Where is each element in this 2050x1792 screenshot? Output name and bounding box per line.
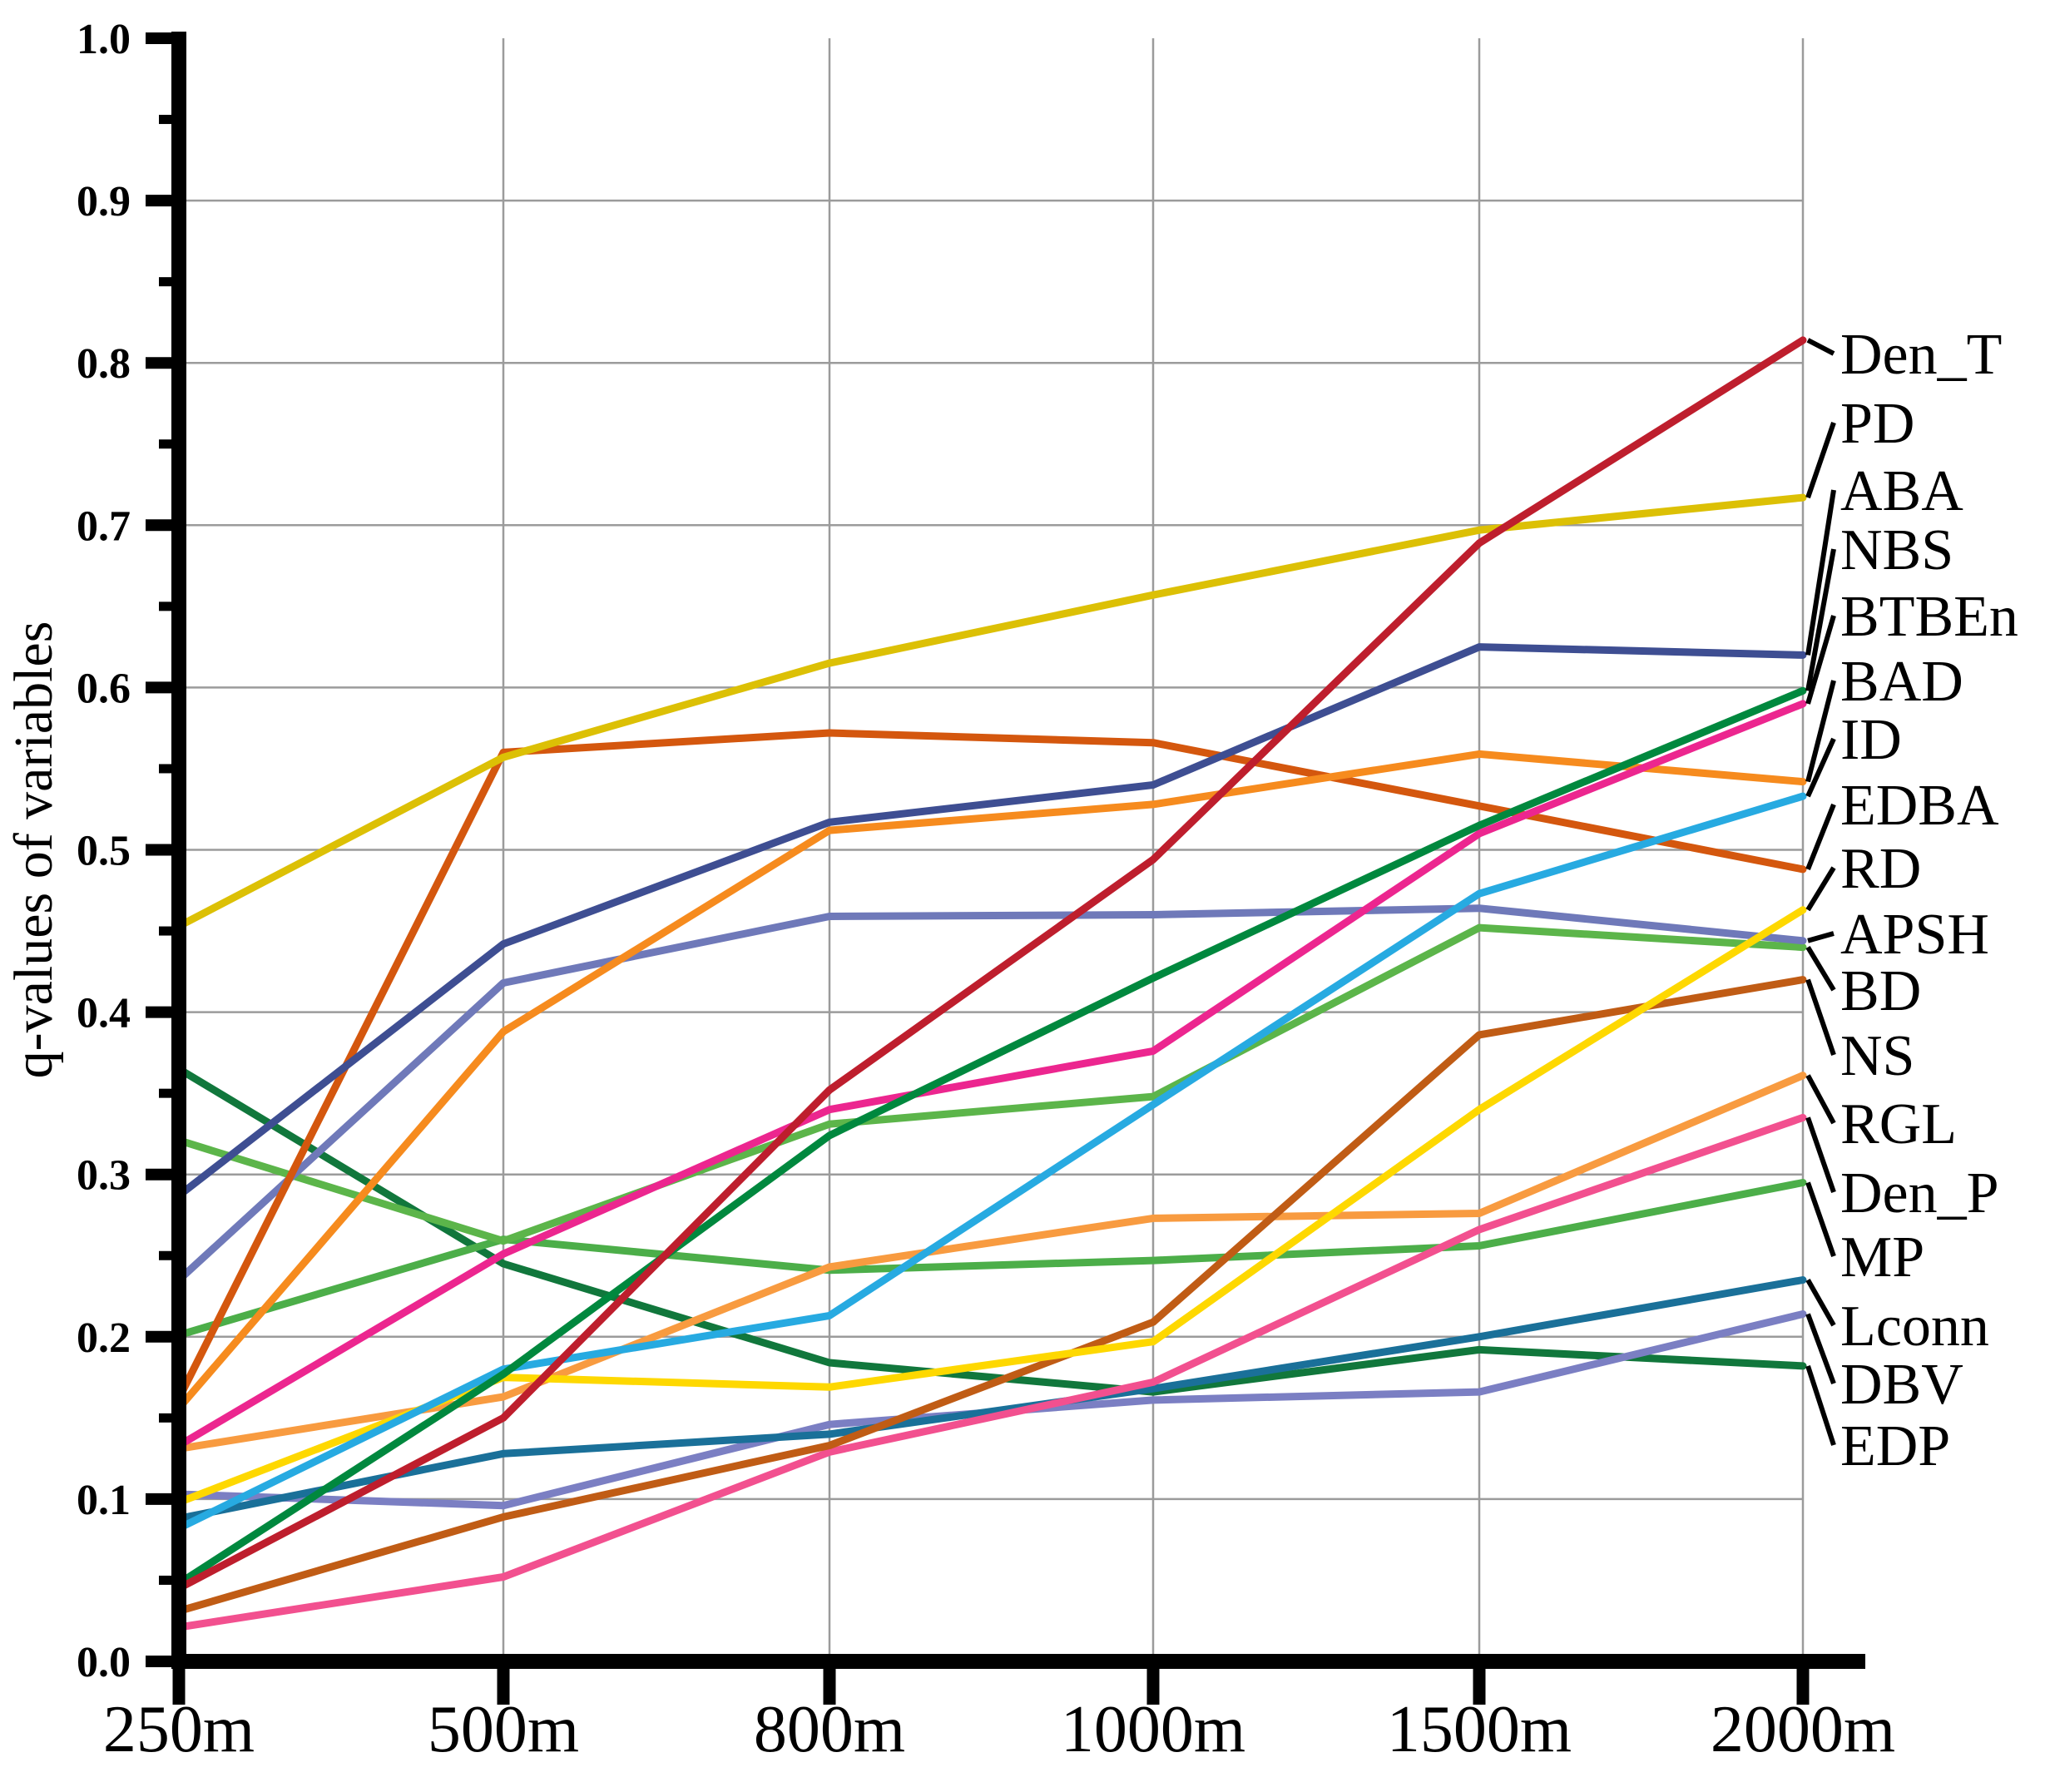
label-leader-Den_P (1805, 1116, 1836, 1193)
label-leader-ABA (1805, 489, 1836, 656)
series-label-ID: ID (1840, 708, 1902, 772)
series-label-EDP: EDP (1840, 1414, 1950, 1478)
label-leader-NS (1805, 978, 1836, 1056)
series-label-ABA: ABA (1840, 459, 1963, 523)
series-line-Den_T (175, 336, 1807, 1592)
series-line-BTBEn (175, 700, 1807, 1449)
series-label-RGL: RGL (1840, 1092, 1957, 1156)
series-line-ID (175, 792, 1807, 1532)
x-tick-label: 500m (428, 1693, 579, 1766)
series-label-NBS: NBS (1840, 518, 1953, 582)
series-label-BD: BD (1840, 959, 1921, 1023)
series-label-DBV: DBV (1840, 1353, 1963, 1417)
label-leader-ID (1805, 737, 1836, 798)
label-leader-RGL (1805, 1074, 1836, 1125)
x-tick-label: 1500m (1387, 1693, 1572, 1766)
series-label-EDBA: EDBA (1840, 774, 1999, 838)
series-label-BAD: BAD (1840, 650, 1963, 714)
series-line-EDBA (175, 729, 1807, 1403)
y-tick-label: 0.3 (77, 1152, 131, 1200)
series-label-Den_P: Den_P (1840, 1161, 1999, 1225)
x-tick-label: 800m (754, 1693, 905, 1766)
series-line-BAD (175, 750, 1807, 1413)
label-leader-BD (1805, 946, 1836, 992)
y-tick-label: 0.7 (77, 502, 131, 550)
series-line-MP (175, 1179, 1807, 1339)
series-label-Lconn: Lconn (1840, 1294, 1989, 1359)
series-label-Den_T: Den_T (1840, 323, 2002, 387)
series-label-MP: MP (1840, 1225, 1924, 1290)
y-tick-label: 0.1 (77, 1477, 131, 1524)
y-tick-label: 0.4 (77, 990, 131, 1037)
y-tick-label: 0.6 (77, 665, 131, 712)
label-leader-DBV (1805, 1313, 1836, 1385)
series-line-PD (175, 493, 1807, 930)
label-leader-MP (1805, 1181, 1836, 1257)
y-tick-label: 0.2 (77, 1314, 131, 1362)
series-line-BD (175, 923, 1807, 1245)
y-tick-label: 0.9 (77, 178, 131, 225)
label-leader-APSH (1807, 931, 1835, 943)
label-leader-BTBEn (1805, 615, 1836, 705)
y-tick-label: 0.8 (77, 340, 131, 388)
series-label-PD: PD (1840, 392, 1914, 456)
series-label-APSH: APSH (1840, 903, 1989, 967)
x-tick-label: 250m (103, 1693, 255, 1766)
series-line-Den_P (175, 1113, 1807, 1631)
label-leader-EDBA (1805, 803, 1836, 871)
label-leader-RD (1805, 866, 1836, 912)
label-leader-BAD (1805, 680, 1836, 783)
label-leader-PD (1805, 422, 1836, 499)
series-line-APSH (175, 904, 1807, 1284)
series-line-Lconn (175, 1276, 1807, 1522)
label-leader-Lconn (1805, 1279, 1836, 1327)
y-axis-title: q-values of variables (3, 621, 64, 1079)
y-tick-label: 0.5 (77, 828, 131, 875)
label-leader-NBS (1805, 548, 1836, 691)
series-line-NS (175, 976, 1807, 1615)
series-line-ABA (175, 643, 1807, 1200)
series-label-NS: NS (1840, 1024, 1914, 1088)
series-label-RD: RD (1840, 837, 1921, 901)
label-leader-Den_T (1806, 338, 1835, 356)
y-tick-label: 1.0 (77, 16, 131, 63)
x-tick-label: 2000m (1711, 1693, 1895, 1766)
series-label-BTBEn: BTBEn (1840, 585, 2018, 649)
x-tick-label: 1000m (1061, 1693, 1245, 1766)
y-tick-label: 0.0 (77, 1639, 131, 1686)
label-leader-EDP (1805, 1364, 1836, 1446)
series-line-NBS (175, 686, 1807, 1587)
series-line-EDP (175, 1065, 1807, 1396)
